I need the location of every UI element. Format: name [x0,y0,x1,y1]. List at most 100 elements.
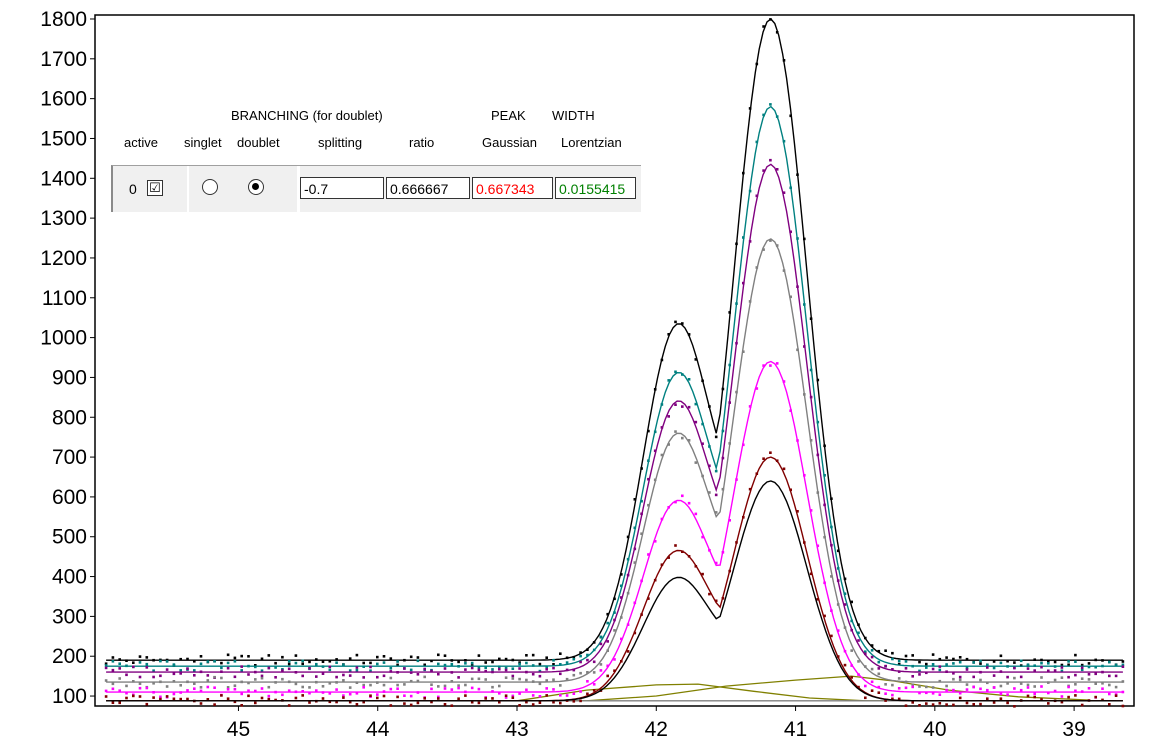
splitting-input[interactable]: -0.7 [300,177,384,199]
data-point [1033,685,1036,688]
data-point [796,237,799,240]
data-point [620,596,623,599]
data-point [274,681,277,684]
data-point [538,695,542,698]
data-point [132,694,135,698]
data-point [396,695,399,699]
data-point [274,666,277,669]
data-point [884,683,887,686]
data-point [450,680,454,683]
data-point [484,669,487,673]
col-lorentzian-label: Lorentzian [561,135,622,150]
lorentzian-width-input[interactable]: 0.0155415 [555,177,636,199]
data-point [1121,704,1125,708]
data-point [477,687,481,691]
data-point [416,691,420,694]
data-point [979,678,982,682]
data-point [721,456,725,460]
data-point [430,669,433,673]
y-tick-label: 1100 [42,287,87,310]
data-point [979,659,982,663]
col-active-label: active [124,135,158,150]
data-point [694,358,698,361]
data-point [782,139,786,143]
data-point [491,660,494,664]
y-tick-label: 1200 [40,247,87,270]
data-point [301,685,304,689]
row-divider [297,166,300,212]
data-point [626,535,630,539]
gaussian-width-input[interactable]: 0.667343 [472,177,553,199]
data-point [559,672,562,676]
data-point [884,664,887,668]
ratio-input[interactable]: 0.666667 [386,177,470,199]
data-point [809,317,813,320]
data-point [125,659,128,662]
data-point [708,592,711,596]
data-point [803,345,806,348]
data-point [186,667,189,670]
data-point [348,686,352,689]
data-point [409,694,413,698]
data-point [687,333,691,336]
data-point [348,669,352,672]
row-divider [187,166,189,212]
data-point [464,683,467,687]
data-point [396,671,399,674]
data-point [938,679,942,683]
data-point [1013,666,1016,670]
data-point [918,673,921,676]
data-point [179,691,182,694]
data-point [1080,668,1084,672]
data-point [891,693,894,697]
doublet-radio[interactable] [248,179,264,195]
data-point [565,656,569,660]
data-point [287,689,291,692]
series-line [106,238,1123,683]
data-point [992,666,996,670]
data-point [1026,694,1030,698]
data-point [145,702,149,706]
data-point [213,660,216,663]
data-point [132,665,135,669]
data-point [1006,693,1009,696]
data-point [308,691,311,695]
data-point [423,663,426,667]
data-point [714,435,718,439]
data-point [1087,665,1091,669]
data-point [464,694,467,697]
data-point [755,387,759,390]
data-point [328,660,332,663]
data-point [1060,676,1064,679]
data-point [484,661,487,664]
data-point [111,668,115,672]
data-point [294,682,298,686]
x-tick-label: 42 [645,718,668,741]
active-checkbox[interactable]: ☑ [147,180,163,196]
data-point [308,686,311,689]
data-point [498,692,501,695]
data-point [931,653,935,656]
data-point [233,675,237,679]
data-point [572,700,576,703]
data-point [226,666,230,670]
data-point [511,696,515,699]
data-point [857,623,860,626]
data-point [965,657,969,661]
data-point [552,659,555,662]
data-point [979,662,982,665]
data-point [891,683,894,687]
data-point [701,422,704,426]
data-point [518,662,521,666]
data-point [301,694,304,697]
data-point [1094,695,1097,699]
data-point [138,686,142,690]
data-point [1019,675,1023,679]
data-point [809,572,813,576]
data-point [267,654,271,657]
peak-row: 0 ☑ -0.7 0.666667 0.667343 0.0155415 [111,165,641,212]
data-point [498,667,501,671]
data-point [355,653,359,657]
singlet-radio[interactable] [202,179,218,195]
data-point [437,695,440,699]
